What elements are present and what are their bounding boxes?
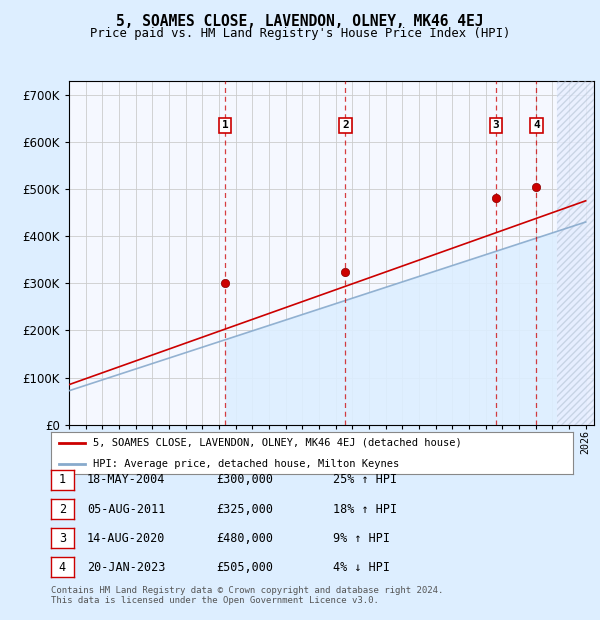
Text: 4% ↓ HPI: 4% ↓ HPI <box>333 561 390 574</box>
Text: 25% ↑ HPI: 25% ↑ HPI <box>333 474 397 486</box>
Text: 18-MAY-2004: 18-MAY-2004 <box>87 474 166 486</box>
Bar <box>557 81 594 425</box>
Text: HPI: Average price, detached house, Milton Keynes: HPI: Average price, detached house, Milt… <box>93 459 399 469</box>
Text: £300,000: £300,000 <box>216 474 273 486</box>
Text: 2: 2 <box>59 503 66 515</box>
Text: 14-AUG-2020: 14-AUG-2020 <box>87 532 166 544</box>
Text: 9% ↑ HPI: 9% ↑ HPI <box>333 532 390 544</box>
Text: 3: 3 <box>493 120 499 130</box>
Bar <box>557 81 594 425</box>
Text: 2: 2 <box>342 120 349 130</box>
Text: £480,000: £480,000 <box>216 532 273 544</box>
Text: £505,000: £505,000 <box>216 561 273 574</box>
Text: 1: 1 <box>222 120 229 130</box>
Text: Contains HM Land Registry data © Crown copyright and database right 2024.
This d: Contains HM Land Registry data © Crown c… <box>51 586 443 605</box>
Text: Price paid vs. HM Land Registry's House Price Index (HPI): Price paid vs. HM Land Registry's House … <box>90 27 510 40</box>
Text: 4: 4 <box>533 120 540 130</box>
Text: 05-AUG-2011: 05-AUG-2011 <box>87 503 166 515</box>
Text: 5, SOAMES CLOSE, LAVENDON, OLNEY, MK46 4EJ: 5, SOAMES CLOSE, LAVENDON, OLNEY, MK46 4… <box>116 14 484 29</box>
Text: 3: 3 <box>59 532 66 544</box>
Text: 18% ↑ HPI: 18% ↑ HPI <box>333 503 397 515</box>
Text: 20-JAN-2023: 20-JAN-2023 <box>87 561 166 574</box>
Text: 5, SOAMES CLOSE, LAVENDON, OLNEY, MK46 4EJ (detached house): 5, SOAMES CLOSE, LAVENDON, OLNEY, MK46 4… <box>93 438 461 448</box>
Text: £325,000: £325,000 <box>216 503 273 515</box>
Text: 4: 4 <box>59 561 66 574</box>
Text: 1: 1 <box>59 474 66 486</box>
